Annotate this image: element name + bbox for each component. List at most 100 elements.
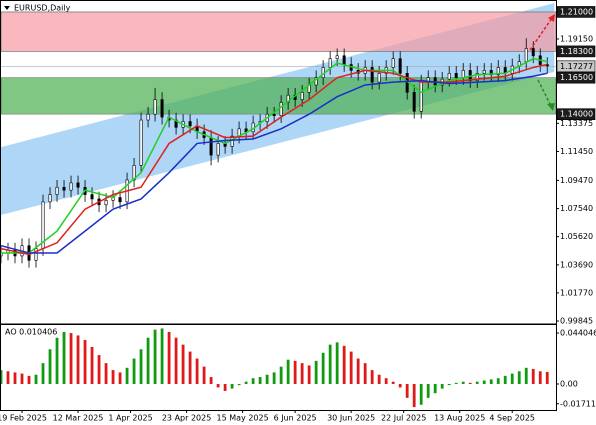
y-tick-label: 0.99845 <box>560 317 593 326</box>
ao-bar <box>202 366 206 384</box>
ao-bar <box>321 352 325 384</box>
x-tick-label: 1 Apr 2025 <box>108 414 152 423</box>
level-label: 1.14000 <box>560 110 593 119</box>
candle-body <box>496 67 500 76</box>
chart-title: EURUSD,Daily <box>14 4 71 13</box>
current-price-label: 1.17277 <box>560 62 593 71</box>
ao-bar <box>342 345 346 384</box>
moving-average <box>1 57 548 254</box>
ao-bar <box>454 382 458 384</box>
y-tick-label: 1.13375 <box>560 119 593 128</box>
moving-average <box>0 63 548 256</box>
x-tick-label: 6 Jun 2025 <box>274 414 317 423</box>
x-tick-label: 22 Jul 2025 <box>381 414 426 423</box>
candle-body <box>419 81 423 112</box>
zone <box>0 11 557 52</box>
menu-triangle[interactable] <box>4 6 10 10</box>
x-tick-label: 13 Aug 2025 <box>434 414 485 423</box>
candle-body <box>209 137 213 156</box>
ao-bar <box>104 363 108 384</box>
price-panel <box>0 3 557 268</box>
ao-bar <box>461 381 465 384</box>
level-box <box>556 108 596 121</box>
candle-body <box>461 70 465 78</box>
candle-body <box>76 182 80 188</box>
ao-bar <box>489 379 493 384</box>
x-tick-label: 15 May 2025 <box>217 414 269 423</box>
up-arrow-head <box>548 14 555 22</box>
ao-bar <box>510 373 514 384</box>
ao-bar <box>419 383 423 405</box>
moving-average <box>0 72 548 254</box>
candle-body <box>34 248 38 261</box>
ao-bar <box>482 380 486 384</box>
candle-body <box>370 67 374 83</box>
candle-body <box>216 143 220 156</box>
ao-bar <box>496 378 500 384</box>
candle-body <box>475 73 479 81</box>
ao-bar <box>237 383 241 386</box>
y-tick-label: 1.01770 <box>560 288 593 297</box>
ao-bar <box>69 333 73 384</box>
y-tick-label: 0.00 <box>560 379 578 388</box>
candle-body <box>482 70 486 74</box>
ao-bar <box>146 337 150 384</box>
x-tick-label: 30 Jun 2025 <box>327 414 375 423</box>
ao-frame <box>0 324 557 411</box>
ao-bar <box>34 374 38 384</box>
ao-bar <box>125 367 129 384</box>
down-arrow-head <box>547 103 555 111</box>
ao-bar <box>20 373 24 384</box>
candle-body <box>104 200 108 206</box>
level-label: 1.21000 <box>560 7 593 16</box>
ao-bar <box>83 340 87 384</box>
candle-body <box>279 102 283 116</box>
level-box <box>556 71 596 84</box>
current-price-box <box>556 60 596 73</box>
ao-bar <box>279 366 283 384</box>
y-tick-label: 1.05620 <box>560 232 593 241</box>
candle-body <box>454 73 458 78</box>
ao-bar <box>174 337 178 384</box>
ao-bar <box>41 363 45 384</box>
ao-bar <box>251 378 255 384</box>
ao-bar <box>258 377 262 384</box>
ao-bar <box>447 383 451 386</box>
ao-bar <box>97 355 101 384</box>
y-tick-label: 1.11450 <box>560 147 593 156</box>
ao-panel <box>0 328 549 408</box>
ao-bar <box>524 367 528 384</box>
ao-bar <box>48 349 52 384</box>
candle-body <box>188 121 192 127</box>
ao-bar <box>6 371 10 384</box>
candle-body <box>391 58 395 68</box>
candle-body <box>335 55 339 59</box>
ao-bar <box>265 374 269 384</box>
ao-bar <box>13 372 17 384</box>
ao-bar <box>363 363 367 384</box>
candle-body <box>146 113 150 121</box>
ao-bar <box>307 365 311 384</box>
y-tick-label: 1.07540 <box>560 204 593 213</box>
ao-bar <box>391 381 395 384</box>
ao-bar <box>300 363 304 384</box>
candle-body <box>55 186 59 195</box>
level-label: 1.18300 <box>560 47 593 56</box>
level-box <box>556 45 596 58</box>
candle-body <box>62 186 66 191</box>
candle-body <box>377 73 381 83</box>
ao-bar <box>468 382 472 384</box>
candle-body <box>139 119 143 166</box>
candle-body <box>342 55 346 65</box>
ao-bar <box>475 381 479 384</box>
candle-body <box>90 194 94 200</box>
ao-bar <box>503 375 507 384</box>
ao-bar <box>111 370 115 384</box>
candle-body <box>272 113 276 116</box>
ao-bar <box>426 383 430 398</box>
ao-bar <box>188 351 192 384</box>
level-label: 1.16500 <box>560 73 593 82</box>
ao-bar <box>223 383 227 391</box>
candle-body <box>300 91 304 100</box>
